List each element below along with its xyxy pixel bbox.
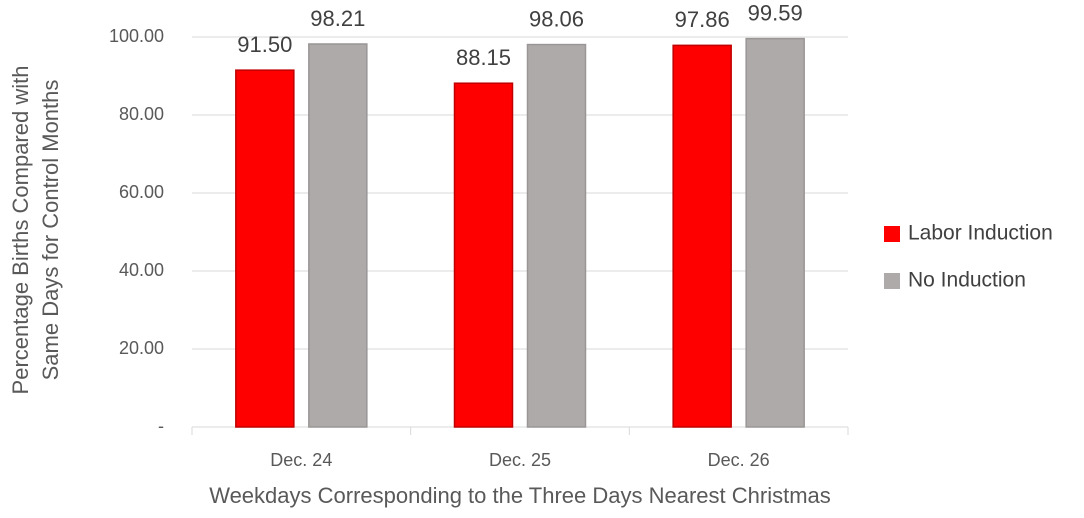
x-tick-label: Dec. 25 bbox=[489, 450, 551, 470]
bar bbox=[672, 44, 732, 428]
value-label: 97.86 bbox=[675, 7, 730, 32]
bar bbox=[526, 43, 587, 428]
x-tick-label: Dec. 26 bbox=[708, 450, 770, 470]
bar bbox=[453, 82, 514, 428]
y-tick-label: 60.00 bbox=[119, 182, 164, 202]
bar bbox=[745, 37, 805, 428]
value-label: 88.15 bbox=[456, 45, 511, 70]
bar bbox=[235, 69, 295, 428]
legend-label: Labor Induction bbox=[908, 222, 1053, 245]
value-label: 99.59 bbox=[748, 0, 803, 25]
legend-swatch bbox=[884, 273, 900, 289]
y-tick-label: 100.00 bbox=[109, 26, 164, 46]
legend-label: No Induction bbox=[908, 269, 1026, 292]
value-label: 98.21 bbox=[310, 6, 365, 31]
y-tick-label: - bbox=[158, 416, 164, 436]
legend-swatch bbox=[884, 226, 900, 242]
value-label: 98.06 bbox=[529, 6, 584, 31]
y-tick-label: 80.00 bbox=[119, 104, 164, 124]
y-axis-title: Percentage Births Compared with bbox=[8, 66, 33, 395]
y-tick-label: 20.00 bbox=[119, 338, 164, 358]
y-axis-title: Same Days for Control Months bbox=[38, 80, 63, 381]
value-label: 91.50 bbox=[237, 32, 292, 57]
x-axis-title: Weekdays Corresponding to the Three Days… bbox=[209, 483, 831, 508]
bar bbox=[308, 43, 368, 428]
y-tick-label: 40.00 bbox=[119, 260, 164, 280]
x-tick-label: Dec. 24 bbox=[270, 450, 332, 470]
